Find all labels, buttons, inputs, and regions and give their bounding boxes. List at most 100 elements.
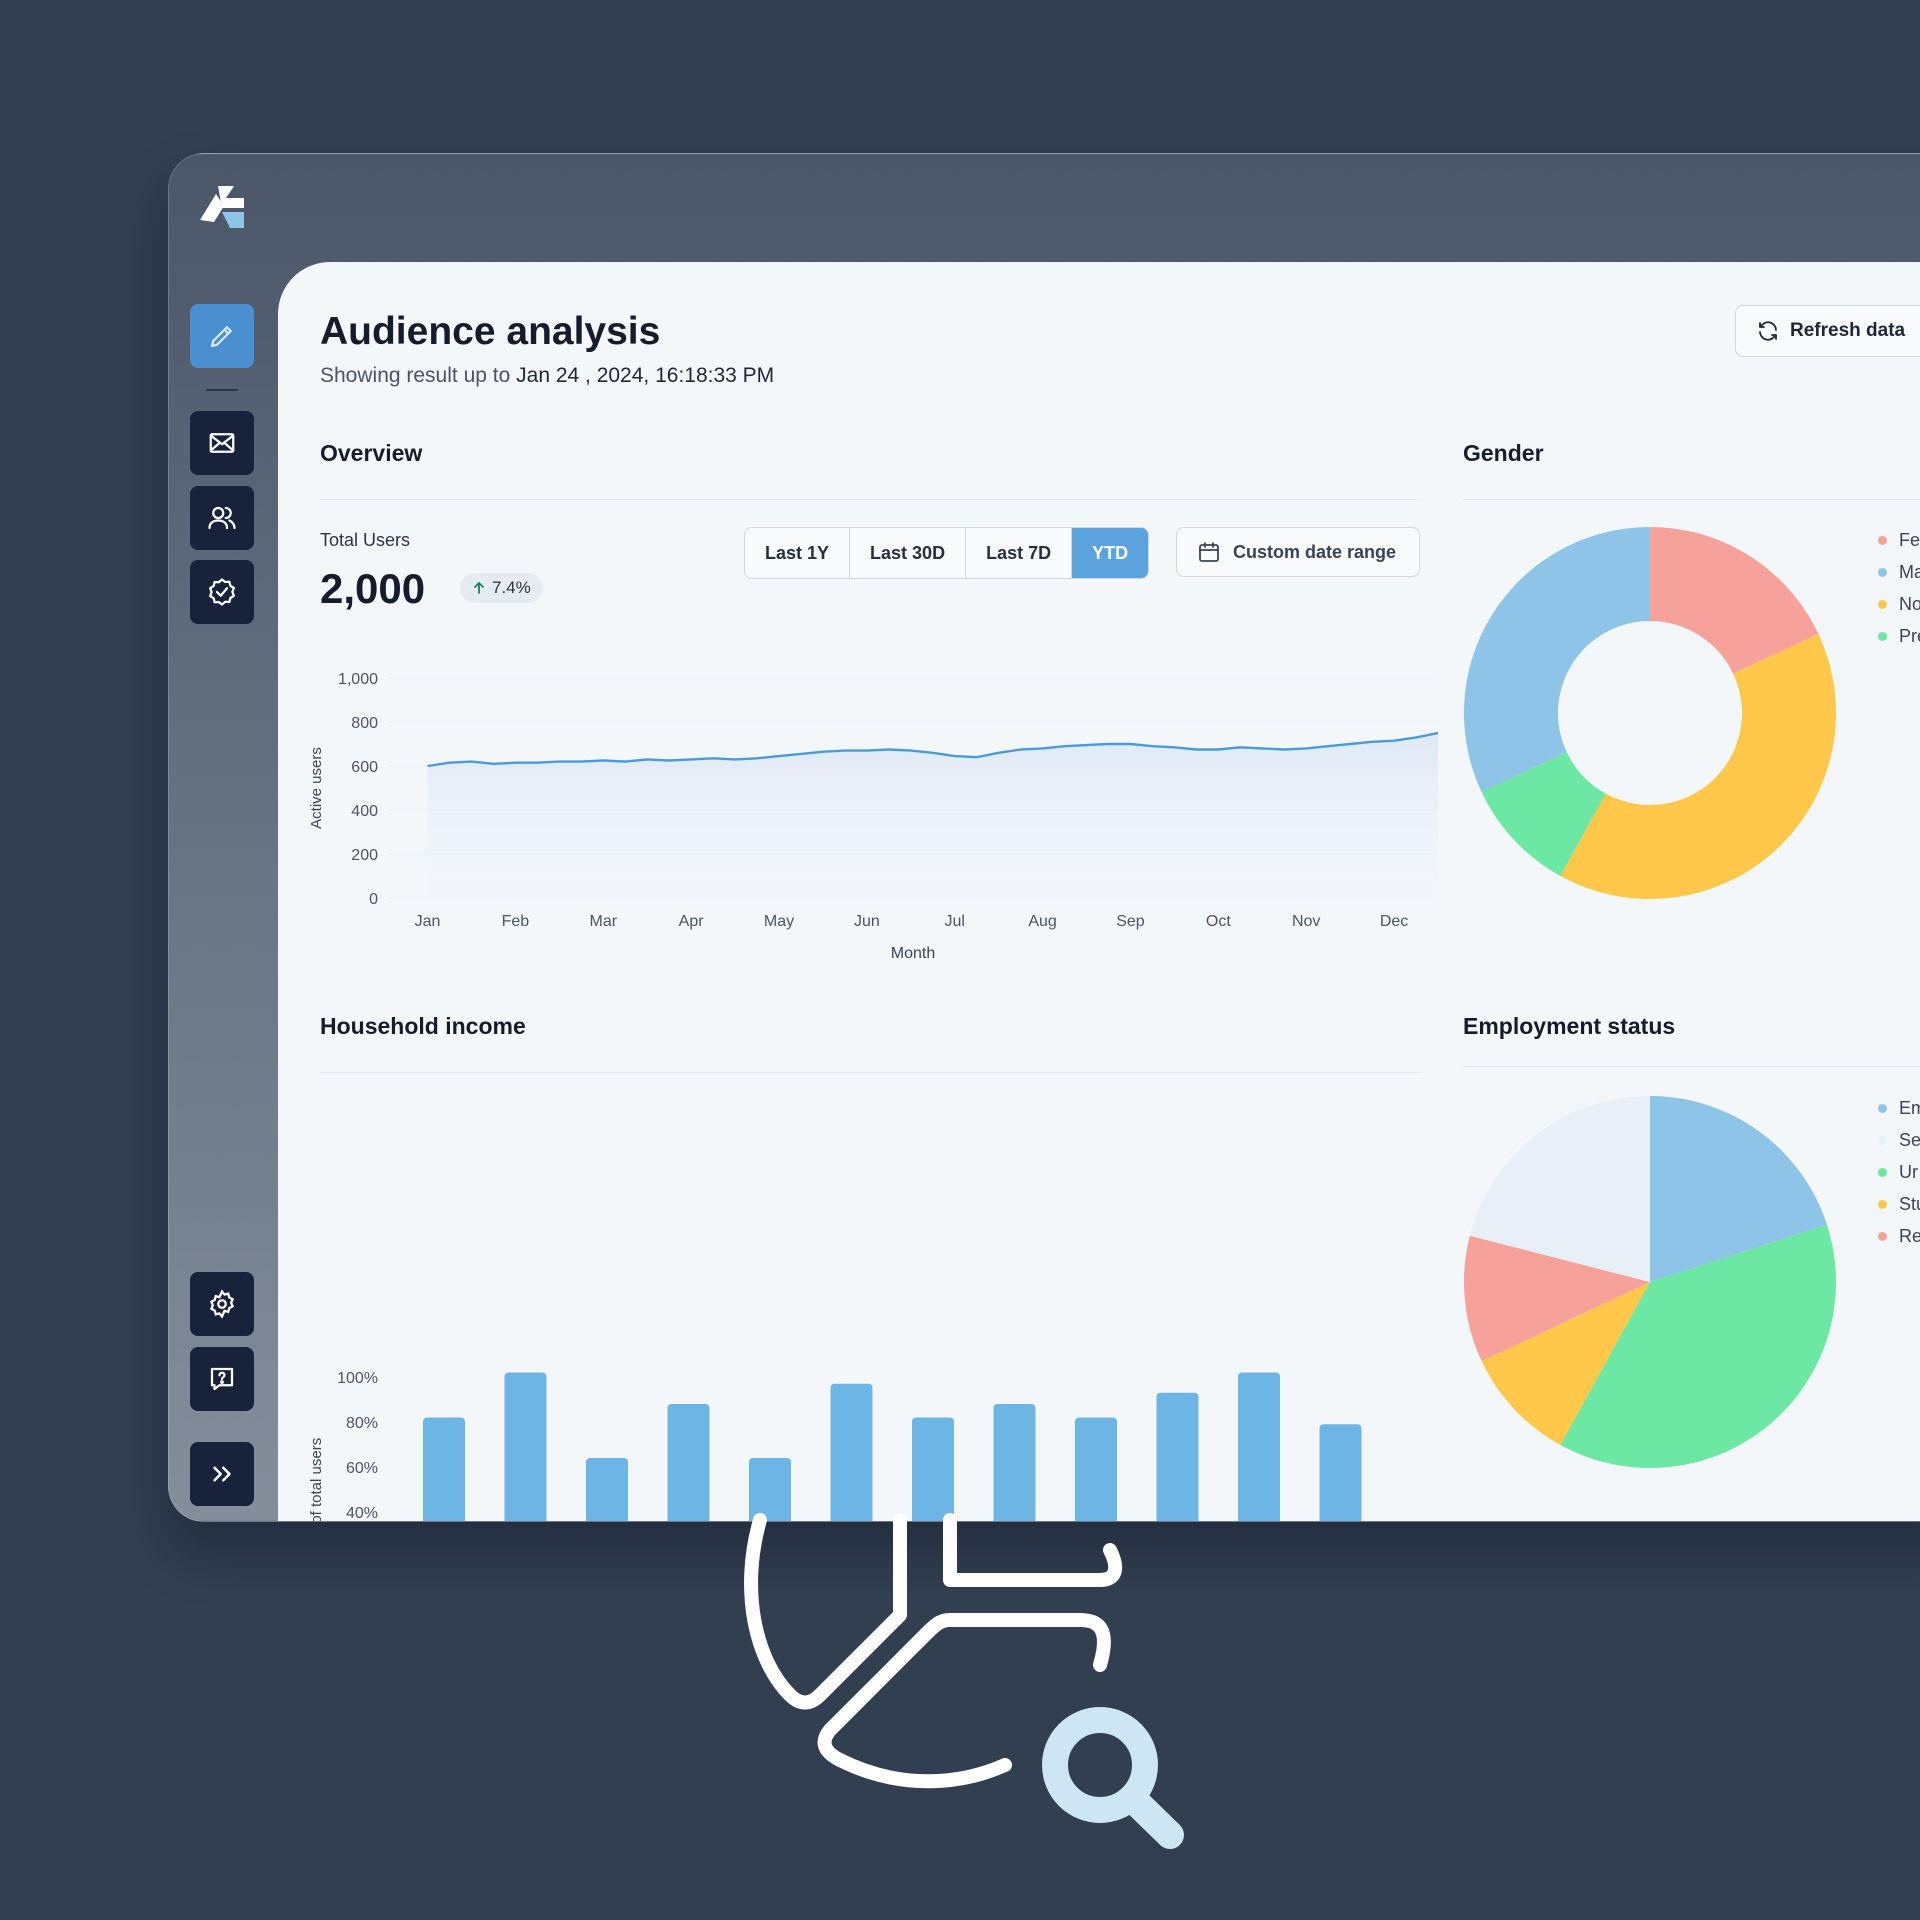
employment-pie-chart bbox=[1464, 1096, 1836, 1468]
pie-slice bbox=[1650, 527, 1819, 674]
sidebar-item-verified[interactable] bbox=[190, 560, 254, 624]
gender-legend: Fe Ma No Pre bbox=[1878, 524, 1920, 652]
range-last-7d[interactable]: Last 7D bbox=[966, 528, 1073, 578]
gender-title: Gender bbox=[1463, 440, 1544, 466]
envelope-icon bbox=[209, 433, 235, 453]
sidebar-item-expand[interactable] bbox=[190, 1442, 254, 1506]
legend-label: Ma bbox=[1899, 561, 1920, 582]
x-tick-label: Oct bbox=[1206, 913, 1231, 930]
legend-item: No bbox=[1878, 588, 1920, 620]
pencil-icon bbox=[210, 326, 232, 348]
badge-check-icon bbox=[209, 578, 235, 606]
gender-donut-chart bbox=[1464, 527, 1836, 899]
sidebar-item-messages[interactable] bbox=[190, 411, 254, 475]
y-tick-label: 400 bbox=[351, 803, 378, 820]
total-users-value: 2,000 bbox=[320, 565, 426, 612]
y-tick-label: 60% bbox=[346, 1460, 378, 1477]
legend-swatch bbox=[1878, 1135, 1887, 1145]
help-chat-icon bbox=[210, 1367, 234, 1391]
refresh-data-button[interactable]: Refresh data bbox=[1735, 305, 1920, 357]
x-tick-label: Jun bbox=[854, 913, 880, 930]
pie-slice bbox=[1481, 1282, 1650, 1445]
household-divider bbox=[320, 1072, 1420, 1073]
sidebar-item-help[interactable] bbox=[190, 1347, 254, 1411]
x-tick-label: Dec bbox=[1380, 913, 1408, 930]
bar bbox=[1075, 1417, 1117, 1521]
pie-slice bbox=[1650, 1096, 1827, 1282]
x-tick-label: Feb bbox=[502, 913, 530, 930]
legend-item: Em bbox=[1878, 1092, 1920, 1124]
employment-legend: Em Se Ur Stu Re bbox=[1878, 1092, 1920, 1252]
y-tick-label: 100% bbox=[337, 1370, 378, 1387]
y-tick-label: 1,000 bbox=[338, 671, 378, 688]
x-tick-label: Jul bbox=[945, 913, 965, 930]
change-badge: 7.4% bbox=[460, 573, 543, 603]
x-tick-label: Mar bbox=[589, 913, 617, 930]
employment-title: Employment status bbox=[1463, 1013, 1676, 1039]
legend-label: Se bbox=[1899, 1129, 1920, 1150]
active-users-chart: 1,000 800 600 400 200 0 Jan Feb Mar Apr May Jun Jul A… bbox=[308, 671, 1438, 962]
range-ytd[interactable]: YTD bbox=[1072, 528, 1149, 578]
legend-label: Ur bbox=[1899, 1161, 1918, 1182]
page-title: Audience analysis bbox=[320, 310, 661, 353]
y-tick-label: 600 bbox=[351, 759, 378, 776]
y-axis-label: % of total users bbox=[308, 1438, 325, 1521]
total-users-label: Total Users bbox=[320, 530, 411, 550]
legend-item: Ma bbox=[1878, 556, 1920, 588]
audience-search-illustration bbox=[744, 1513, 1184, 1849]
bar bbox=[1319, 1424, 1362, 1521]
x-tick-label: Aug bbox=[1028, 913, 1056, 930]
legend-label: No bbox=[1899, 593, 1920, 614]
legend-item: Re bbox=[1878, 1220, 1920, 1252]
legend-label: Re bbox=[1899, 1225, 1920, 1246]
sidebar-item-settings[interactable] bbox=[190, 1272, 254, 1336]
bar bbox=[504, 1372, 547, 1521]
legend-swatch bbox=[1878, 631, 1887, 641]
employment-divider bbox=[1463, 1066, 1920, 1067]
overview-title: Overview bbox=[320, 440, 423, 466]
bar bbox=[912, 1417, 954, 1521]
last-updated-timestamp: Jan 24 , 2024, 16:18:33 PM bbox=[516, 364, 775, 387]
household-income-chart: 100%80%60%40%20%0<10K10,000 - 14,99915,0… bbox=[308, 1370, 1362, 1521]
x-tick-label: Nov bbox=[1292, 913, 1320, 930]
range-selector: Last 1Y Last 30D Last 7D YTD bbox=[744, 527, 1150, 579]
legend-label: Pre bbox=[1899, 625, 1920, 646]
y-tick-label: 40% bbox=[346, 1505, 378, 1521]
bar bbox=[749, 1458, 791, 1521]
calendar-icon bbox=[1199, 542, 1219, 562]
legend-swatch bbox=[1878, 567, 1887, 577]
legend-label: Stu bbox=[1899, 1193, 1920, 1214]
range-last-30d[interactable]: Last 30D bbox=[850, 528, 967, 578]
custom-date-range-button[interactable]: Custom date range bbox=[1176, 527, 1420, 577]
range-last-1y[interactable]: Last 1Y bbox=[745, 528, 851, 578]
legend-item: Se bbox=[1878, 1124, 1920, 1156]
change-value: 7.4% bbox=[492, 578, 531, 597]
pie-slice bbox=[1560, 633, 1836, 899]
y-tick-label: 800 bbox=[351, 715, 378, 732]
sidebar-divider bbox=[206, 389, 238, 391]
bar bbox=[1156, 1392, 1199, 1521]
legend-label: Fe bbox=[1899, 529, 1920, 550]
legend-item: Ur bbox=[1878, 1156, 1920, 1188]
sidebar-item-audience[interactable] bbox=[190, 486, 254, 550]
legend-item: Stu bbox=[1878, 1188, 1920, 1220]
y-axis-label: Active users bbox=[308, 747, 325, 829]
bar bbox=[830, 1383, 873, 1521]
users-icon bbox=[208, 506, 236, 530]
legend-swatch bbox=[1878, 1199, 1887, 1209]
app-logo bbox=[200, 186, 244, 228]
x-tick-label: May bbox=[764, 913, 794, 930]
x-axis-label: Month bbox=[891, 945, 935, 962]
y-tick-label: 80% bbox=[346, 1415, 378, 1432]
legend-label: Em bbox=[1899, 1097, 1920, 1118]
area-fill bbox=[427, 733, 1438, 898]
subtitle-prefix: Showing result up to bbox=[320, 364, 511, 387]
gender-divider bbox=[1463, 499, 1920, 500]
x-tick-label: Jan bbox=[415, 913, 441, 930]
series-line bbox=[427, 731, 1438, 768]
sidebar-item-edit[interactable] bbox=[190, 304, 254, 368]
legend-item: Pre bbox=[1878, 620, 1920, 652]
x-tick-label: Apr bbox=[679, 913, 705, 930]
refresh-icon bbox=[1759, 321, 1777, 341]
bar bbox=[423, 1417, 465, 1521]
